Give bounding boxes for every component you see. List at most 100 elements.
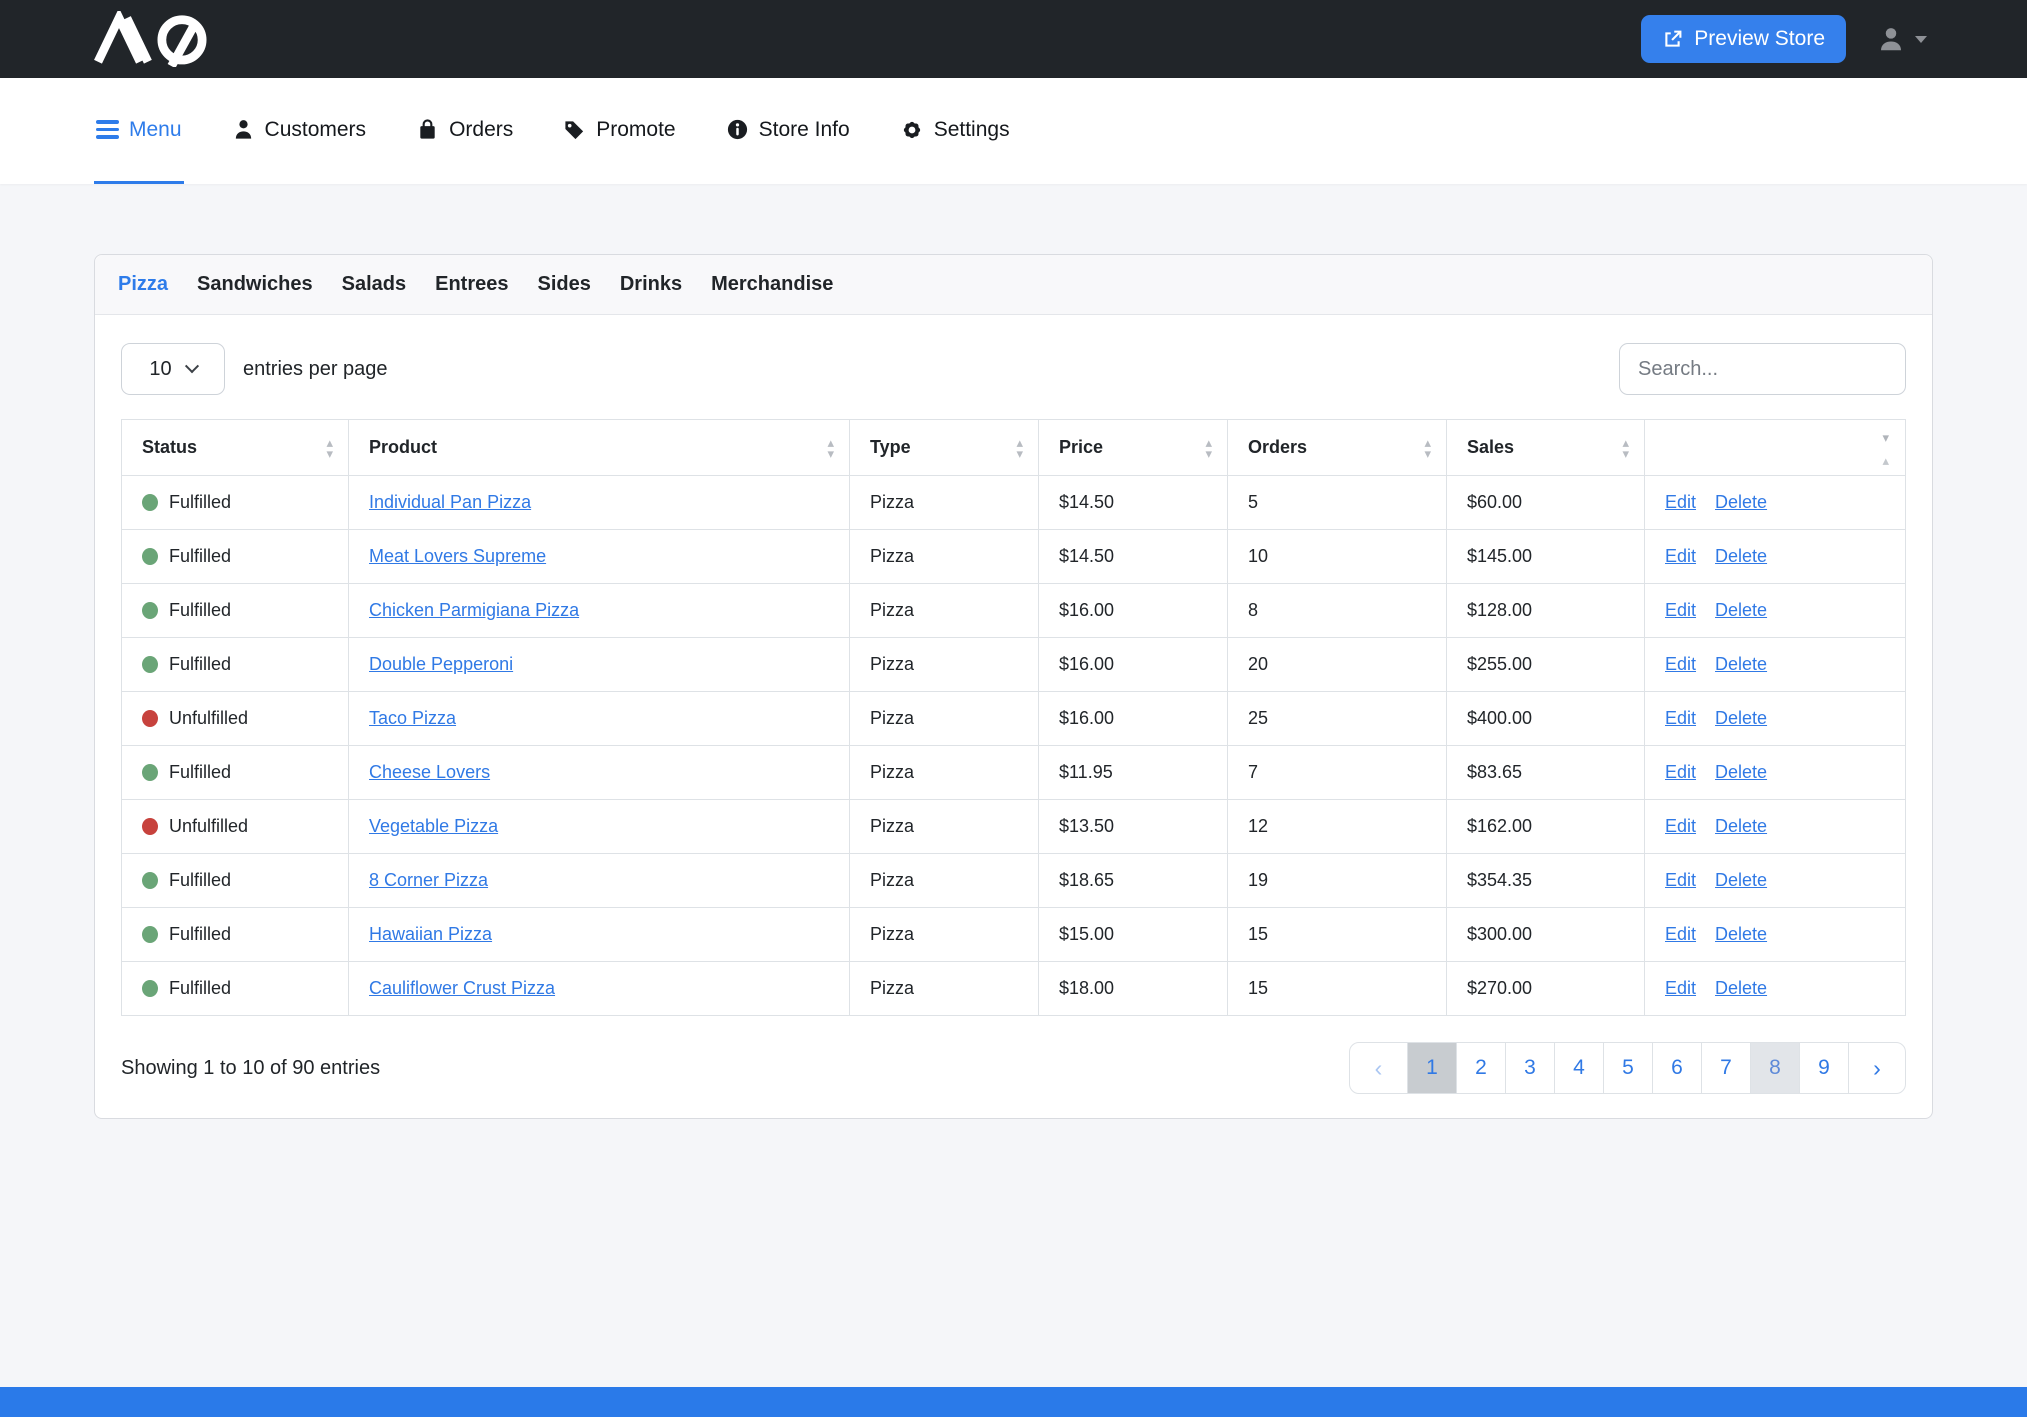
pagination-page-3[interactable]: 3 — [1505, 1043, 1554, 1093]
sort-icon-up[interactable]: ▴ — [1882, 453, 1889, 468]
search-input[interactable] — [1619, 343, 1906, 395]
pagination-page-2[interactable]: 2 — [1456, 1043, 1505, 1093]
product-link[interactable]: Meat Lovers Supreme — [369, 546, 547, 566]
nav-item-settings[interactable]: Settings — [898, 78, 1012, 184]
pagination-page-9[interactable]: 9 — [1799, 1043, 1848, 1093]
sales-cell: $145.00 — [1446, 529, 1645, 584]
edit-link[interactable]: Edit — [1665, 492, 1697, 512]
product-link[interactable]: Taco Pizza — [369, 708, 457, 728]
sort-icons[interactable]: ▴ ▾ — [326, 434, 333, 461]
table-row: Fulfilled Chicken Parmigiana Pizza Pizza… — [121, 583, 1906, 638]
sort-icons[interactable]: ▴ ▾ — [1205, 434, 1212, 461]
orders-cell: 12 — [1227, 799, 1447, 854]
edit-link[interactable]: Edit — [1665, 924, 1697, 944]
nav-item-menu[interactable]: Menu — [94, 78, 184, 184]
status-label: Unfulfilled — [169, 708, 249, 728]
price-cell: $16.00 — [1038, 691, 1228, 746]
product-link[interactable]: Double Pepperoni — [369, 654, 514, 674]
nav-item-store-info[interactable]: Store Info — [724, 78, 852, 184]
pagination-page-6[interactable]: 6 — [1652, 1043, 1701, 1093]
tab-sandwiches[interactable]: Sandwiches — [197, 273, 313, 295]
edit-link[interactable]: Edit — [1665, 654, 1697, 674]
delete-link[interactable]: Delete — [1715, 870, 1768, 890]
sort-icons[interactable]: ▴ ▾ — [1016, 434, 1023, 461]
col-header-product[interactable]: Product ▴ ▾ — [348, 419, 850, 476]
edit-link[interactable]: Edit — [1665, 708, 1697, 728]
product-link[interactable]: Vegetable Pizza — [369, 816, 499, 836]
nav-item-orders[interactable]: Orders — [414, 78, 515, 184]
tab-merchandise[interactable]: Merchandise — [711, 273, 834, 295]
status-cell: Fulfilled — [121, 475, 349, 530]
delete-link[interactable]: Delete — [1715, 492, 1768, 512]
edit-link[interactable]: Edit — [1665, 546, 1697, 566]
pagination-page-1[interactable]: 1 — [1407, 1043, 1456, 1093]
delete-link[interactable]: Delete — [1715, 654, 1768, 674]
pagination-prev[interactable]: ‹ — [1374, 1054, 1383, 1081]
status-label: Fulfilled — [169, 978, 232, 998]
pagination-page-8[interactable]: 8 — [1750, 1043, 1799, 1093]
menu-card: Pizza Sandwiches Salads Entrees Sides Dr… — [94, 254, 1933, 1119]
edit-link[interactable]: Edit — [1665, 762, 1697, 782]
col-header-orders[interactable]: Orders ▴ ▾ — [1227, 419, 1447, 476]
delete-link[interactable]: Delete — [1715, 924, 1768, 944]
user-menu[interactable] — [1876, 24, 1987, 54]
pagination-page-5[interactable]: 5 — [1603, 1043, 1652, 1093]
nav-label: Customers — [264, 117, 367, 141]
pagination-page-4[interactable]: 4 — [1554, 1043, 1603, 1093]
edit-link[interactable]: Edit — [1665, 978, 1697, 998]
main-nav: Menu Customers Orders Promote Store Info — [0, 78, 2027, 184]
status-label: Fulfilled — [169, 600, 232, 620]
user-icon — [1881, 28, 1901, 51]
orders-cell: 10 — [1227, 529, 1447, 584]
logo-aq — [94, 11, 207, 67]
delete-link[interactable]: Delete — [1715, 708, 1768, 728]
product-link[interactable]: Hawaiian Pizza — [369, 924, 493, 944]
preview-store-label: Preview Store — [1694, 27, 1825, 50]
tab-sides[interactable]: Sides — [537, 273, 591, 295]
pagination-page-7[interactable]: 7 — [1701, 1043, 1750, 1093]
product-link[interactable]: Cheese Lovers — [369, 762, 491, 782]
col-header-sales[interactable]: Sales ▴ ▾ — [1446, 419, 1645, 476]
orders-cell: 7 — [1227, 745, 1447, 800]
sort-icon-down[interactable]: ▾ — [1882, 430, 1889, 445]
tab-entrees[interactable]: Entrees — [435, 273, 509, 295]
product-link[interactable]: Cauliflower Crust Pizza — [369, 978, 556, 998]
sort-icons[interactable]: ▴ ▾ — [827, 434, 834, 461]
nav-item-customers[interactable]: Customers — [230, 78, 369, 184]
edit-link[interactable]: Edit — [1665, 816, 1697, 836]
sort-icons[interactable]: ▴ ▾ — [1622, 434, 1629, 461]
tab-salads[interactable]: Salads — [341, 273, 407, 295]
status-cell: Fulfilled — [121, 637, 349, 692]
orders-cell: 19 — [1227, 853, 1447, 908]
product-link[interactable]: Chicken Parmigiana Pizza — [369, 600, 580, 620]
tab-pizza[interactable]: Pizza — [118, 273, 169, 295]
status-cell: Unfulfilled — [121, 799, 349, 854]
chevron-down-icon — [184, 359, 199, 374]
tag-icon — [565, 121, 584, 140]
col-header-type[interactable]: Type ▴ ▾ — [849, 419, 1039, 476]
edit-link[interactable]: Edit — [1665, 600, 1697, 620]
product-link[interactable]: 8 Corner Pizza — [369, 870, 489, 890]
orders-cell: 20 — [1227, 637, 1447, 692]
col-header-status[interactable]: Status ▴ ▾ — [121, 419, 349, 476]
delete-link[interactable]: Delete — [1715, 762, 1768, 782]
delete-link[interactable]: Delete — [1715, 816, 1768, 836]
actions-cell: Edit Delete — [1644, 637, 1906, 692]
edit-link[interactable]: Edit — [1665, 870, 1697, 890]
delete-link[interactable]: Delete — [1715, 546, 1768, 566]
entries-per-page-select[interactable]: 10 — [121, 343, 225, 395]
nav-item-promote[interactable]: Promote — [561, 78, 677, 184]
preview-store-button[interactable]: Preview Store — [1641, 15, 1846, 63]
pagination-next[interactable]: › — [1848, 1043, 1905, 1093]
actions-cell: Edit Delete — [1644, 853, 1906, 908]
product-link[interactable]: Individual Pan Pizza — [369, 492, 532, 512]
tab-drinks[interactable]: Drinks — [619, 273, 683, 295]
delete-link[interactable]: Delete — [1715, 600, 1768, 620]
info-icon — [727, 119, 747, 140]
sort-icons[interactable]: ▴ ▾ — [1424, 434, 1431, 461]
delete-link[interactable]: Delete — [1715, 978, 1768, 998]
status-dot — [142, 872, 158, 889]
status-cell: Unfulfilled — [121, 691, 349, 746]
col-header-price[interactable]: Price ▴ ▾ — [1038, 419, 1228, 476]
sales-cell: $300.00 — [1446, 907, 1645, 962]
